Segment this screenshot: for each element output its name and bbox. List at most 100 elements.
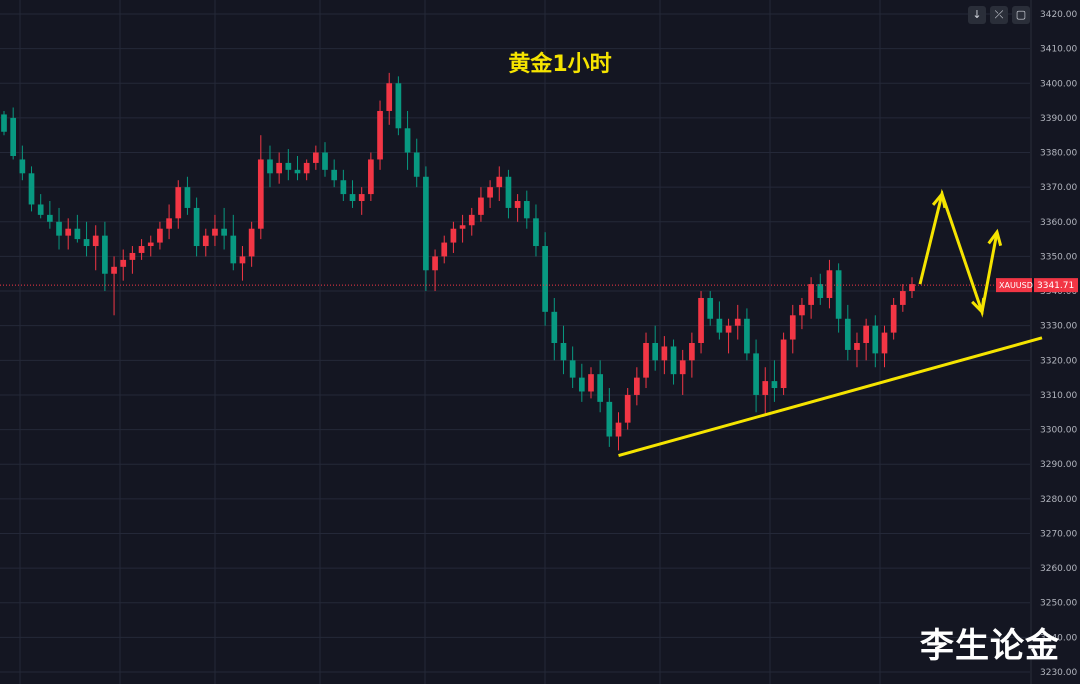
y-tick-label: 3400.00 [1040,79,1077,89]
candle-body [899,291,906,305]
candle-body [175,187,182,219]
candle-body [872,325,879,354]
candle-body [698,297,704,343]
y-tick-label: 3270.00 [1040,529,1077,539]
candle-body [303,162,310,174]
candle-body [19,159,26,174]
y-tick-label: 3380.00 [1040,149,1077,159]
candle-body [386,83,393,111]
candle-body [468,214,475,226]
y-tick-label: 3410.00 [1040,45,1077,55]
arrow-up-head [987,228,1003,247]
candle-body [615,422,622,437]
fullscreen-icon[interactable]: ▢ [1012,6,1030,24]
candle-body [505,176,512,208]
candle-body [514,201,521,208]
candle-body [267,159,273,174]
candle-body [340,180,347,195]
support-trendline [618,336,1043,457]
y-tick-label: 3290.00 [1040,460,1077,470]
chart-title: 黄金1小时 [508,52,612,77]
projection-path [918,188,999,318]
candle-body [560,343,567,361]
candle-body [634,377,640,395]
candle-body [377,110,383,160]
y-tick-label: 3350.00 [1040,252,1077,262]
candle-body [597,374,604,402]
candle-body [624,394,631,423]
y-tick-label: 3230.00 [1040,668,1077,678]
candle-body [1,114,7,132]
candle-body [184,187,191,208]
candle-body [789,315,796,340]
candle-body [349,194,356,202]
candle-body [102,235,108,274]
candle-body [661,346,668,361]
candle-body [10,117,17,156]
candle-body [230,235,237,264]
last-price-tag-bg [1034,278,1078,293]
candle-body [478,197,484,215]
candle-body [276,162,282,174]
candle-body [257,159,264,229]
candle-body [28,173,35,205]
y-tick-label: 3390.00 [1040,114,1077,124]
candle-body [670,346,677,375]
candle-body [368,159,374,195]
candle-body [74,228,81,240]
candle-body [588,374,594,392]
candle-body [312,152,319,163]
candle-body [863,325,869,343]
candle-body [120,259,127,267]
candle-body [47,214,53,222]
candle-body [413,152,420,177]
watermark: 李生论金 [920,626,1060,666]
candle-body [533,218,539,247]
candle-body [542,246,548,312]
candle-body [294,169,301,174]
candle-body [395,83,402,129]
candle-body [890,304,897,333]
candle-body [193,207,200,247]
candle-body [909,284,915,292]
y-tick-label: 3260.00 [1040,564,1077,574]
candle-body [239,256,246,264]
candle-body [881,332,888,354]
y-tick-label: 3330.00 [1040,322,1077,332]
scroll-down-icon[interactable]: ↓ [968,6,986,24]
candle-body [441,242,448,257]
candle-body [762,381,769,395]
candle-body [138,246,145,253]
arrow-down-head [971,297,986,316]
y-tick-label: 3250.00 [1040,599,1077,609]
candle-body [744,318,750,354]
candle-body [450,228,457,243]
candle-body [487,187,493,198]
candle-body [432,256,438,271]
candle-body [725,325,732,333]
candle-body [753,353,759,395]
candle-body [826,270,833,298]
candle-body [459,225,466,229]
y-tick-label: 3240.00 [1040,633,1077,643]
y-tick-label: 3360.00 [1040,218,1077,228]
y-tick-label: 3370.00 [1040,183,1077,193]
arrow-up-head [931,190,947,209]
candle-body [221,228,227,236]
symbol-tag: XAUUSD [999,281,1033,290]
candle-body [689,343,695,361]
last-price-tag: 3341.71 [1037,281,1074,291]
candle-body [606,401,613,437]
candle-body [707,297,714,319]
collapse-icon[interactable]: ⤫ [990,6,1008,24]
candle-body [157,228,163,243]
y-tick-label: 3320.00 [1040,356,1077,366]
candle-body [523,201,530,219]
candle-body [817,284,824,298]
candle-body [248,228,255,257]
candle-body [166,218,172,229]
candle-body [734,318,741,326]
y-tick-label: 3280.00 [1040,495,1077,505]
candle-body [578,377,585,392]
